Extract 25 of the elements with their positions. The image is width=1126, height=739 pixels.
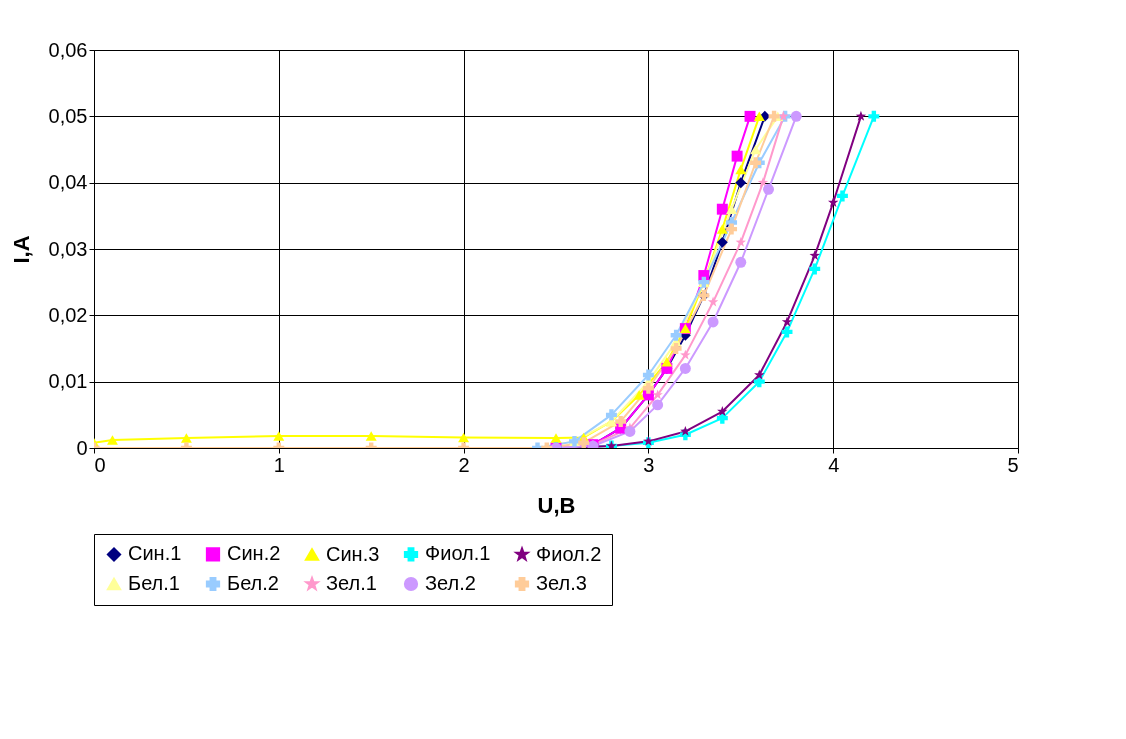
legend-label: Син.1 [128, 542, 182, 565]
legend-label: Фиол.1 [425, 542, 491, 565]
legend-label: Фиол.2 [536, 542, 602, 565]
legend-label: Син.3 [326, 542, 380, 565]
x-tick-label: 1 [273, 453, 285, 476]
legend-label: Син.2 [227, 542, 281, 565]
x-tick-label: 0 [94, 453, 106, 476]
legend-label: Бел.1 [128, 572, 180, 594]
x-tick-label: 4 [828, 453, 840, 476]
y-tick-label: 0,01 [48, 370, 88, 393]
x-tick-label: 5 [1007, 453, 1019, 476]
y-tick-label: 0,04 [48, 171, 88, 194]
legend-label: Зел.3 [536, 572, 587, 594]
x-axis-title: U,В [537, 492, 576, 518]
legend-label: Зел.2 [425, 572, 476, 594]
y-tick-label: 0 [76, 436, 88, 459]
y-axis-title: I,А [8, 235, 34, 264]
legend-label: Зел.1 [326, 572, 377, 594]
y-tick-label: 0,03 [48, 237, 88, 260]
x-tick-label: 3 [643, 453, 655, 476]
y-tick-label: 0,05 [48, 104, 88, 127]
y-tick-label: 0,02 [48, 303, 88, 326]
y-tick-label: 0,06 [48, 38, 88, 61]
x-tick-label: 2 [458, 453, 470, 476]
legend-label: Бел.2 [227, 572, 279, 594]
